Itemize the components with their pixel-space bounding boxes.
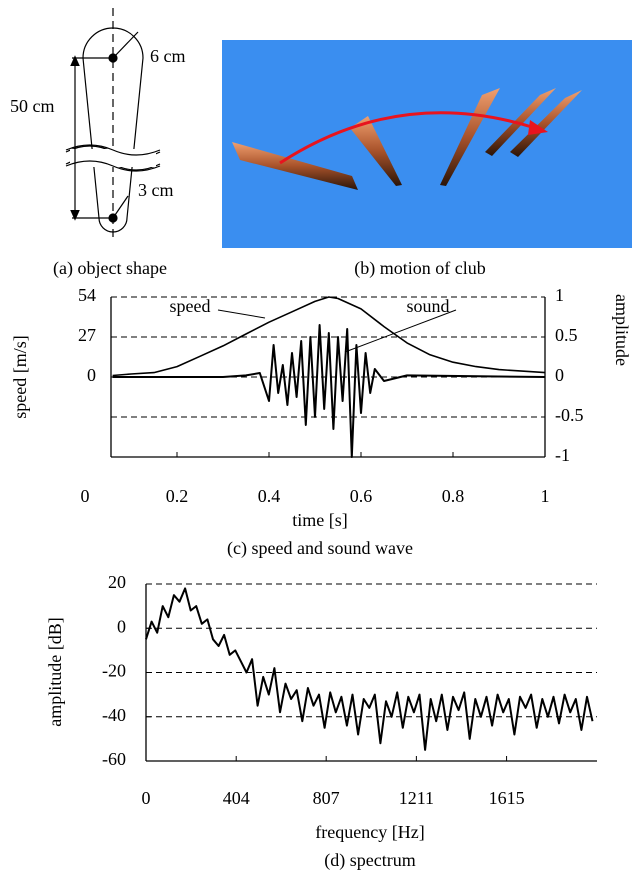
y-tick-label: -20: [102, 661, 126, 681]
radius-label: 6 cm: [150, 46, 186, 66]
y-tick-label: 0: [87, 365, 96, 385]
y-tick-label: 0: [117, 616, 126, 636]
annotation-leader: [217, 309, 266, 319]
annotation: speed: [170, 296, 211, 316]
caption: (b) motion of club: [354, 258, 485, 279]
x-tick-label: 0.2: [166, 486, 189, 506]
y-tick-label: 20: [108, 572, 126, 592]
x-tick-label: 404: [223, 788, 250, 808]
caption: (d) spectrum: [324, 850, 415, 871]
series-line: [112, 296, 546, 377]
x-tick-label: 0.6: [350, 486, 373, 506]
y2-tick-label: -1: [555, 445, 570, 465]
caption: (c) speed and sound wave: [227, 538, 413, 559]
x-tick-label: 0: [142, 788, 151, 808]
x-tick-label: 0.4: [258, 486, 281, 506]
y-axis-title: amplitude [dB]: [45, 617, 65, 726]
annotation-leader: [344, 309, 457, 353]
object-shape: [65, 8, 161, 240]
y2-tick-label: 0: [555, 365, 564, 385]
length-label: 50 cm: [10, 96, 55, 116]
y-axis-title: speed [m/s]: [10, 335, 30, 418]
x-tick-label: 0: [81, 486, 90, 506]
x-tick-label: 807: [313, 788, 340, 808]
y-tick-label: 54: [78, 285, 96, 305]
y2-tick-label: 0.5: [555, 325, 578, 345]
caption: (a) object shape: [53, 258, 167, 279]
series-line: [112, 324, 546, 458]
y2-axis-title: amplitude: [612, 294, 632, 366]
y2-tick-label: -0.5: [555, 405, 584, 425]
series-line: [145, 587, 594, 751]
x-tick-label: 0.8: [442, 486, 465, 506]
x-tick-label: 1: [541, 486, 550, 506]
annotation: sound: [406, 296, 449, 316]
y2-tick-label: 1: [555, 285, 564, 305]
x-tick-label: 1615: [489, 788, 525, 808]
club-motion-image: [222, 40, 632, 248]
x-axis-title: frequency [Hz]: [315, 822, 424, 842]
y-tick-label: -40: [102, 705, 126, 725]
y-tick-label: -60: [102, 749, 126, 769]
radius-label: 3 cm: [138, 180, 174, 200]
x-tick-label: 1211: [399, 788, 434, 808]
x-axis-title: time [s]: [292, 510, 348, 530]
y-tick-label: 27: [78, 325, 96, 345]
